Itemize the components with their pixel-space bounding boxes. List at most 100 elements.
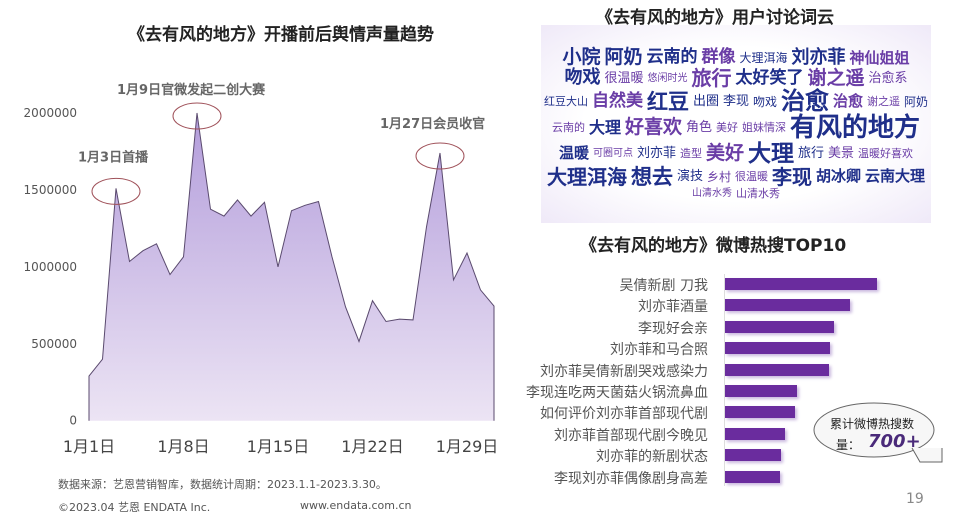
cloud-word: 旅行 [798, 146, 825, 162]
cloud-word: 大理 [588, 117, 621, 137]
cloud-word: 大理洱海 [546, 164, 627, 189]
y-tick-label: 500000 [31, 337, 77, 351]
cloud-word: 吻戏 [564, 67, 601, 89]
cloud-word: 云南的 [551, 121, 585, 135]
bar-label: 刘亦菲首部现代剧今晚见 [554, 427, 708, 444]
cloud-word: 温暖好喜欢 [858, 147, 914, 161]
bar-label: 李现连吃两天菌菇火锅流鼻血 [526, 385, 708, 401]
bar-label: 刘亦菲的新剧状态 [596, 449, 708, 466]
cloud-word: 云南大理 [865, 167, 926, 186]
cloud-word: 小院 [562, 46, 601, 69]
x-tick-label: 1月29日 [436, 437, 499, 456]
cloud-word: 红豆大山 [543, 95, 588, 109]
bar-label: 李现好会亲 [638, 320, 708, 337]
cloud-word: 姐妹情深 [742, 121, 787, 135]
callout-text-2: 量： [836, 438, 861, 452]
callout-bubble [813, 402, 943, 463]
bar [725, 406, 795, 419]
word-cloud: 有风的地方 刘亦菲 大理洱海 阿奶 治愈 旅行 李现 群像 大理 自然美 美好 神仙姐姐 小院 太好笑了胡… [541, 25, 931, 223]
cloud-word: 温暖 [558, 144, 589, 163]
cloud-word: 有风的地方 [790, 112, 921, 143]
annotation-label: 1月27日会员收官 [380, 116, 485, 132]
website-link[interactable]: www.endata.com.cn [300, 499, 412, 512]
cloud-word: 山清水秀 [736, 187, 780, 201]
data-source-note: 数据来源：艺恩营销智库，数据统计周期：2023.1.1-2023.3.30。 [58, 478, 387, 491]
annotation-circle [172, 102, 222, 130]
cloud-word: 乡村 [706, 169, 731, 184]
cloud-word: 阿奶 [904, 94, 929, 109]
cloud-word: 吻戏 [752, 94, 777, 109]
cloud-word: 谢之遥 [807, 66, 865, 89]
x-tick-label: 1月1日 [63, 437, 115, 456]
cloud-word: 刘亦菲 [791, 46, 846, 68]
bar [725, 363, 829, 376]
cloud-word: 治愈 [833, 92, 864, 111]
cloud-word: 演技 [676, 169, 703, 185]
annotation-label: 1月3日首播 [78, 149, 149, 165]
callout-value: 700+ [868, 431, 921, 452]
y-tick-label: 2000000 [24, 106, 77, 120]
cloud-word: 旅行 [691, 66, 732, 91]
cloud-word: 自然美 [591, 91, 643, 112]
y-tick-label: 1000000 [24, 260, 77, 274]
cloud-word: 胡冰卿 [816, 167, 862, 186]
bar-label: 如何评价刘亦菲首部现代剧 [540, 406, 708, 423]
cloud-word: 阿奶 [604, 46, 643, 69]
cloud-word: 美好 [705, 141, 744, 164]
cloud-word: 红豆 [646, 89, 689, 114]
cloud-word: 可圈可点 [592, 147, 633, 159]
x-tick-label: 1月8日 [157, 437, 209, 456]
annotation-label: 1月9日官微发起二创大赛 [117, 82, 266, 98]
cloud-word: 悠闲时光 [647, 72, 688, 84]
cloud-word: 山清水秀 [692, 187, 732, 199]
cloud-word: 造型 [679, 147, 702, 161]
cloud-word: 治愈系 [868, 71, 908, 87]
copyright: ©2023.04 艺恩 ENDATA Inc. [58, 501, 211, 514]
cloud-word: 太好笑了 [735, 67, 804, 88]
trend-area-chart: 0 500000 1000000 1500000 2000000 1月1日 1月8日 1月15… [24, 82, 499, 456]
bar [725, 449, 781, 462]
callout-text-1: 累计微博热搜数 [830, 417, 915, 431]
x-tick-label: 1月22日 [341, 437, 404, 456]
cloud-word: 很温暖 [735, 170, 768, 184]
bar [725, 278, 877, 290]
area-fill [89, 113, 494, 421]
area-line [88, 112, 495, 421]
cloud-word: 大理洱海 [739, 51, 788, 66]
annotation-circle [91, 177, 141, 205]
bar [725, 299, 850, 312]
y-tick-label: 1500000 [24, 183, 77, 197]
cloud-word: 美景 [828, 146, 855, 162]
cloud-word: 谢之遥 [867, 95, 901, 109]
cloud-word: 好喜欢 [624, 116, 682, 139]
cloud-word: 很温暖 [604, 71, 644, 87]
bar-label: 刘亦菲吴倩新剧哭戏感染力 [540, 363, 708, 380]
bar [725, 427, 785, 440]
cloud-word: 出圈 [692, 94, 719, 110]
cloud-word: 神仙姐姐 [849, 48, 910, 67]
cloud-word: 李现 [772, 164, 812, 189]
hot-search-title: 《去有风的地方》微博热搜TOP10 [580, 236, 847, 256]
y-tick-label: 0 [69, 414, 77, 428]
cloud-word: 群像 [701, 47, 736, 68]
cloud-word: 云南的 [646, 47, 698, 68]
x-tick-label: 1月15日 [247, 437, 310, 456]
cloud-word: 治愈 [781, 87, 829, 116]
word-cloud-title: 《去有风的地方》用户讨论词云 [596, 8, 834, 28]
bar [725, 470, 780, 483]
cloud-word: 想去 [630, 164, 673, 189]
bar [725, 385, 797, 397]
cloud-word: 角色 [686, 120, 713, 136]
bar [725, 342, 830, 355]
bar [725, 320, 834, 333]
cloud-word: 李现 [722, 94, 749, 110]
bar-label: 刘亦菲酒量 [638, 299, 708, 316]
page-number: 19 [906, 491, 924, 507]
cloud-word: 美好 [716, 121, 739, 135]
bar-axis-line [724, 274, 725, 486]
cloud-word: 刘亦菲 [636, 146, 676, 162]
bar-label: 刘亦菲和马合照 [610, 342, 708, 359]
trend-chart-title: 《去有风的地方》开播前后舆情声量趋势 [128, 25, 434, 45]
annotation-circle [415, 142, 465, 170]
bar-label: 吴倩新剧 刀我 [619, 278, 708, 294]
